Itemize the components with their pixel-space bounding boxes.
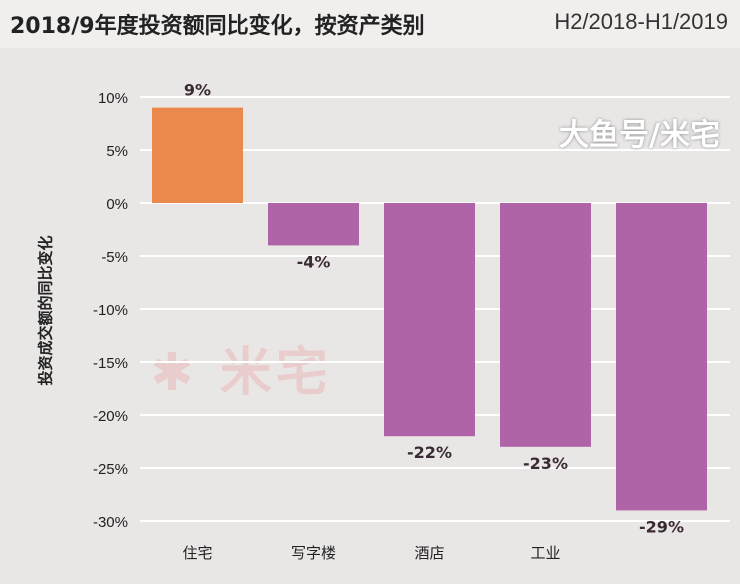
y-tick-label: -25% — [93, 461, 128, 478]
y-tick-label: 10% — [98, 90, 128, 107]
bar — [616, 203, 707, 511]
watermark-logo: ✱ 米宅 — [150, 330, 332, 405]
y-tick-label: 5% — [106, 143, 128, 160]
y-tick-label: -5% — [101, 249, 128, 266]
bar — [500, 203, 591, 447]
logo-text: 米宅 — [219, 343, 332, 403]
y-tick-label: -10% — [93, 302, 128, 319]
x-tick-label: 写字楼 — [291, 544, 336, 562]
bar — [152, 107, 243, 203]
data-label: 9% — [184, 81, 211, 100]
data-label: -29% — [639, 517, 684, 536]
data-label: -22% — [407, 443, 452, 462]
y-tick-label: -30% — [93, 514, 128, 531]
chart-subtitle: H2/2018-H1/2019 — [554, 9, 728, 34]
x-tick-label: 工业 — [530, 544, 560, 562]
y-tick-label: -20% — [93, 408, 128, 425]
x-tick-label: 酒店 — [414, 544, 444, 562]
logo-star-icon: ✱ — [150, 343, 220, 403]
x-tick-label: 住宅 — [182, 544, 212, 562]
data-label: -4% — [297, 252, 331, 271]
bar — [384, 203, 475, 437]
chart-title: 2018/9年度投资额同比变化，按资产类别 — [10, 14, 425, 39]
y-tick-label: 0% — [106, 196, 128, 213]
bar — [268, 203, 359, 246]
watermark-text: 大鱼号/米宅 — [559, 118, 720, 153]
y-tick-label: -15% — [93, 355, 128, 372]
data-label: -23% — [523, 454, 568, 473]
